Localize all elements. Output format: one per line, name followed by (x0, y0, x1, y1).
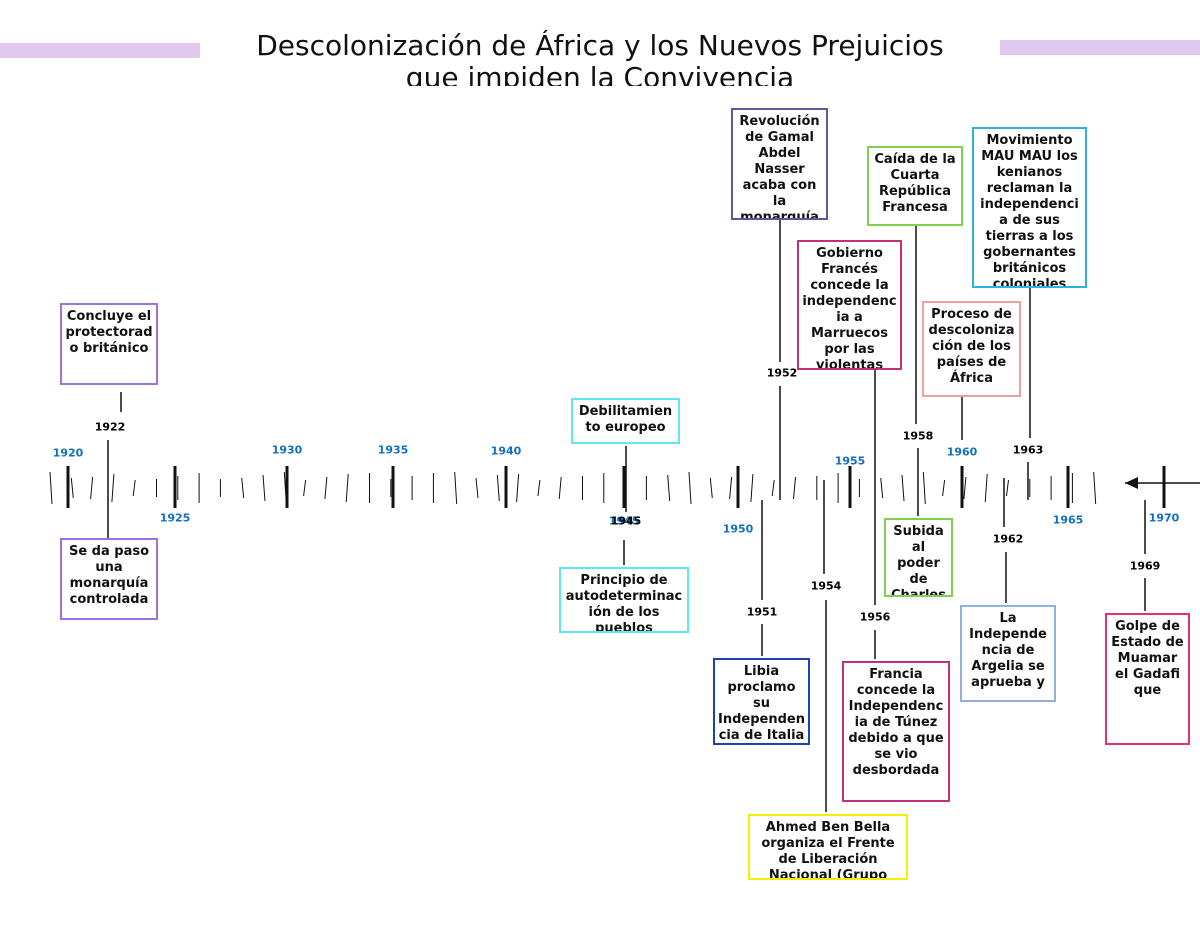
subtitle-line: que impiden la Convivencia (405, 61, 795, 87)
minor-tick (516, 473, 520, 503)
event-box: Subida al poder de Charles (884, 518, 953, 597)
minor-tick (901, 474, 905, 502)
axis-year: 1930 (271, 443, 303, 457)
axis-year: 1960 (946, 445, 978, 459)
event-box: Proceso de descolonización de los países… (922, 301, 1021, 397)
event-box: Libia proclamo su Independencia de Itali… (713, 658, 810, 745)
event-box: La Independencia de Argelia se aprueba y (960, 605, 1056, 702)
event-year: 1969 (1129, 559, 1161, 573)
event-box: Principio de autodeterminación de los pu… (559, 567, 689, 633)
minor-tick (241, 477, 245, 499)
minor-tick (324, 476, 328, 500)
event-box: Revolución de Gamal Abdel Nasser acaba c… (731, 108, 828, 220)
minor-tick (111, 473, 115, 503)
minor-tick (70, 477, 74, 499)
minor-tick (1006, 479, 1009, 497)
minor-tick (496, 474, 500, 502)
event-box: Debilitamiento europeo (571, 398, 680, 444)
minor-tick (963, 476, 967, 500)
arrow-head (1125, 477, 1138, 489)
event-year: 1962 (992, 532, 1024, 546)
axis-year: 1925 (159, 511, 191, 525)
minor-tick (729, 476, 733, 500)
axis-year: 1945 (608, 514, 640, 528)
axis-year: 1940 (490, 444, 522, 458)
minor-tick (942, 479, 946, 497)
axis-year: 1920 (52, 446, 84, 460)
event-box: Gobierno Francés concede la independenci… (797, 240, 902, 370)
event-year: 1963 (1012, 443, 1044, 457)
decor-bar (0, 43, 200, 58)
minor-tick (475, 477, 479, 499)
minor-tick (49, 471, 53, 505)
event-box: Francia concede la Independencia de Túne… (842, 661, 950, 802)
event-year: 1945 (610, 514, 642, 528)
event-year: 1956 (859, 610, 891, 624)
axis-year: 1955 (834, 454, 866, 468)
title: Descolonización de África y los Nuevos P… (200, 30, 1000, 86)
minor-tick (984, 473, 988, 503)
event-year: 1954 (810, 579, 842, 593)
event-box: Concluye el protectorado británico (60, 303, 158, 385)
event-year: 1952 (766, 366, 798, 380)
minor-tick (880, 477, 884, 499)
title-line: Descolonización de África y los Nuevos P… (256, 30, 944, 62)
minor-tick (709, 477, 713, 499)
event-box: Ahmed Ben Bella organiza el Frente de Li… (748, 814, 908, 880)
event-year: 1922 (94, 420, 126, 434)
minor-tick (750, 473, 754, 503)
event-box: Movimiento MAU MAU los kenianos reclaman… (972, 127, 1087, 288)
minor-tick (667, 474, 671, 502)
minor-tick (688, 471, 692, 505)
minor-tick (771, 479, 775, 497)
minor-tick (303, 479, 307, 497)
minor-tick (345, 473, 349, 503)
minor-tick (922, 471, 926, 505)
minor-tick (793, 476, 796, 500)
minor-tick (262, 474, 266, 502)
axis-year: 1965 (1052, 513, 1084, 527)
axis-year: 1935 (377, 443, 409, 457)
event-box: Caída de la Cuarta República Francesa (867, 146, 963, 226)
minor-tick (1093, 471, 1097, 505)
axis-year: 1950 (722, 522, 754, 536)
minor-tick (132, 479, 136, 497)
event-box: Golpe de Estado de Muamar el Gadafi que (1105, 613, 1190, 745)
minor-tick (454, 471, 458, 505)
event-year: 1958 (902, 429, 934, 443)
minor-tick (558, 476, 562, 500)
minor-tick (537, 479, 541, 497)
decor-bar (1000, 40, 1200, 55)
axis-year: 1970 (1148, 511, 1180, 525)
minor-tick (90, 476, 94, 500)
event-year: 1951 (746, 605, 778, 619)
event-box: Se da paso una monarquía controlada (60, 538, 158, 620)
